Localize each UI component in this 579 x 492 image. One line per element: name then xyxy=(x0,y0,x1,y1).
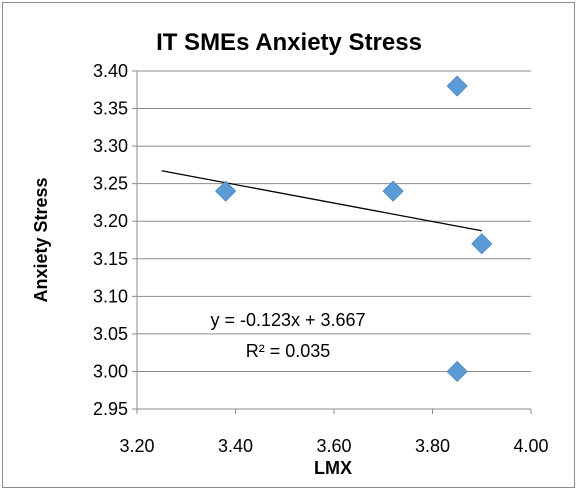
data-point xyxy=(382,180,404,202)
trendline-r-squared: R² = 0.035 xyxy=(246,341,331,361)
trendline-group xyxy=(161,170,482,232)
x-tick-label: 3.20 xyxy=(119,436,154,456)
chart-title: IT SMEs Anxiety Stress xyxy=(156,29,422,56)
x-tick-label: 3.80 xyxy=(415,436,450,456)
data-points xyxy=(215,75,493,383)
data-point xyxy=(446,360,468,383)
y-tick-label: 3.30 xyxy=(93,136,128,156)
y-tick-label: 3.40 xyxy=(93,61,128,81)
trendline xyxy=(161,170,482,232)
y-tick-label: 3.10 xyxy=(93,286,128,306)
x-tick-label: 3.40 xyxy=(218,436,253,456)
y-tick-label: 3.20 xyxy=(93,211,128,231)
x-tick-label: 4.00 xyxy=(513,436,548,456)
axes xyxy=(136,71,531,410)
x-tick-label: 3.60 xyxy=(316,436,351,456)
x-axis-title: LMX xyxy=(314,458,352,478)
y-tick-label: 3.05 xyxy=(93,324,128,344)
trendline-equation: y = -0.123x + 3.667 xyxy=(210,310,365,330)
x-tick-labels: 3.20 3.40 3.60 3.80 4.00 xyxy=(119,436,548,456)
y-tick-label: 3.35 xyxy=(93,99,128,119)
y-tick-labels: 2.95 3.00 3.05 3.10 3.15 3.20 3.25 3.30 3.35 3.40 xyxy=(93,61,128,419)
y-tick-label: 3.25 xyxy=(93,174,128,194)
data-point xyxy=(446,75,468,97)
y-tick-label: 3.15 xyxy=(93,249,128,269)
data-point xyxy=(471,233,493,255)
y-axis-title: Anxiety Stress xyxy=(31,177,51,302)
data-point xyxy=(215,180,237,202)
gridlines xyxy=(132,70,532,414)
y-tick-label: 2.95 xyxy=(93,399,128,419)
y-tick-label: 3.00 xyxy=(93,361,128,381)
